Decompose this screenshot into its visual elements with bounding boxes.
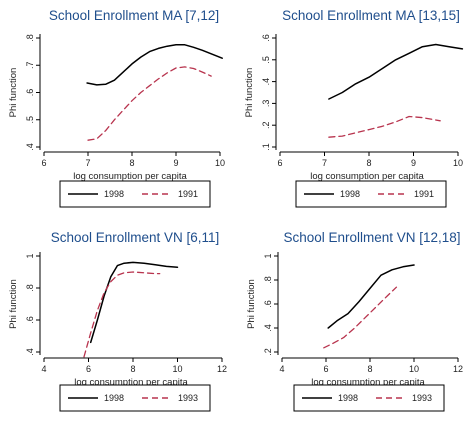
y-tick-label: .6 xyxy=(25,89,35,97)
x-tick-label: 4 xyxy=(41,364,46,374)
x-tick-label: 9 xyxy=(173,158,178,168)
y-tick-label: .6 xyxy=(261,34,271,42)
x-tick-label: 9 xyxy=(411,158,416,168)
y-tick-label: .8 xyxy=(25,34,35,42)
x-tick-label: 12 xyxy=(217,364,227,374)
y-tick-label: .5 xyxy=(261,56,271,64)
legend: 1998 1993 xyxy=(59,384,211,412)
legend: 1998 1991 xyxy=(295,180,447,208)
x-tick-label: 8 xyxy=(129,158,134,168)
legend-label: 1998 xyxy=(104,393,124,403)
panel-2: School Enrollment MA [13,15] .1 .2 .3 .4 .5 .6… xyxy=(244,8,464,208)
legend-label: 1998 xyxy=(340,189,360,199)
legend-label: 1993 xyxy=(412,393,432,403)
chart-title: School Enrollment MA [13,15] xyxy=(282,8,460,23)
panel-3: School Enrollment VN [6,11] .4 .6 .8 1 Phi fu… xyxy=(8,230,227,412)
y-axis-label: Phi function xyxy=(246,279,257,329)
y-tick-label: .4 xyxy=(263,324,273,332)
y-tick-label: .4 xyxy=(25,348,35,356)
panel-4: School Enrollment VN [12,18] .2 .4 .6 .8 1 Phi… xyxy=(246,230,463,412)
y-tick-label: .6 xyxy=(25,316,35,324)
legend-label: 1991 xyxy=(414,189,434,199)
legend: 1998 1993 xyxy=(293,384,445,412)
x-tick-label: 8 xyxy=(367,364,372,374)
x-tick-label: 4 xyxy=(279,364,284,374)
y-tick-label: .4 xyxy=(25,143,35,151)
x-tick-label: 6 xyxy=(277,158,282,168)
series-line-1998 xyxy=(86,44,223,86)
series-line-1998 xyxy=(327,264,415,329)
y-axis-label: Phi function xyxy=(244,68,255,118)
chart-title: School Enrollment MA [7,12] xyxy=(49,8,219,23)
y-tick-label: .1 xyxy=(261,143,271,151)
x-axis-label: log consumption per capita xyxy=(74,377,188,388)
y-tick-label: .6 xyxy=(263,300,273,308)
x-tick-label: 8 xyxy=(366,158,371,168)
series-line-1998 xyxy=(89,261,179,344)
x-tick-label: 10 xyxy=(215,158,225,168)
x-axis-label: log consumption per capita xyxy=(73,171,187,182)
legend-label: 1998 xyxy=(104,189,124,199)
chart-title: School Enrollment VN [12,18] xyxy=(283,230,460,245)
x-tick-label: 8 xyxy=(130,364,135,374)
y-axis-label: Phi function xyxy=(8,68,19,118)
y-tick-label: .5 xyxy=(25,116,35,124)
legend-label: 1993 xyxy=(178,393,198,403)
y-tick-label: .8 xyxy=(25,284,35,292)
x-tick-label: 10 xyxy=(453,158,463,168)
series-line-1998 xyxy=(328,43,464,100)
y-tick-label: 1 xyxy=(25,253,35,258)
y-axis-label: Phi function xyxy=(8,279,19,329)
y-tick-label: .4 xyxy=(261,78,271,86)
x-tick-label: 10 xyxy=(409,364,419,374)
y-tick-label: 1 xyxy=(263,253,273,258)
chart-title: School Enrollment VN [6,11] xyxy=(51,230,220,245)
legend-label: 1998 xyxy=(338,393,358,403)
x-tick-label: 10 xyxy=(172,364,182,374)
y-tick-label: .3 xyxy=(261,100,271,108)
x-tick-label: 6 xyxy=(41,158,46,168)
x-axis-label: log consumption per capita xyxy=(311,377,425,388)
x-tick-label: 6 xyxy=(323,364,328,374)
series-line-1991 xyxy=(328,115,441,138)
legend: 1998 1991 xyxy=(59,180,211,208)
series-line-1993 xyxy=(323,286,398,349)
legend-label: 1991 xyxy=(178,189,198,199)
y-tick-label: .2 xyxy=(261,121,271,129)
panel-1: School Enrollment MA [7,12] .4 .5 .6 .7 .8 Phi… xyxy=(8,8,225,208)
x-tick-label: 7 xyxy=(85,158,90,168)
x-tick-label: 6 xyxy=(86,364,91,374)
series-line-1991 xyxy=(87,66,212,141)
x-axis-label: log consumption per capita xyxy=(310,171,424,182)
x-tick-label: 7 xyxy=(322,158,327,168)
y-tick-label: .2 xyxy=(263,348,273,356)
y-tick-label: .8 xyxy=(263,276,273,284)
y-tick-label: .7 xyxy=(25,61,35,69)
x-tick-label: 12 xyxy=(453,364,463,374)
series-line-1993 xyxy=(83,271,161,358)
